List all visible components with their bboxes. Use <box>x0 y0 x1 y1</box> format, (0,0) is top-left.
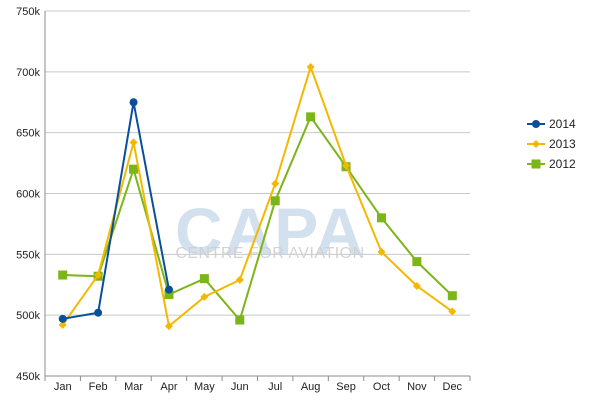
data-point <box>377 247 386 256</box>
data-point <box>164 289 174 299</box>
series-2013 <box>58 62 457 331</box>
watermark-tagline: CENTRE FOR AVIATION <box>175 245 364 262</box>
series-2014 <box>58 98 173 323</box>
x-tick-label: Dec <box>443 381 463 393</box>
y-tick-label: 700k <box>16 67 40 79</box>
data-point <box>235 275 244 284</box>
data-point <box>200 292 209 301</box>
legend-label: 2012 <box>549 157 576 171</box>
x-tick-label: Aug <box>301 381 321 393</box>
data-point <box>448 307 457 316</box>
gridlines <box>45 10 470 316</box>
legend-label: 2014 <box>549 117 576 131</box>
watermark-logo: CAPA <box>175 194 365 268</box>
x-tick-label: Oct <box>373 381 390 393</box>
data-point <box>447 291 457 301</box>
y-tick-label: 550k <box>16 249 40 261</box>
data-point <box>129 138 138 147</box>
x-tick-label: Apr <box>160 381 177 393</box>
data-point <box>58 320 67 329</box>
series <box>58 62 457 331</box>
legend-marker <box>531 159 541 169</box>
data-point <box>94 308 103 317</box>
data-point <box>94 271 103 280</box>
data-point <box>342 161 351 170</box>
x-tick-label: Jul <box>268 381 282 393</box>
data-point <box>270 196 280 206</box>
x-tick-label: Feb <box>89 381 108 393</box>
data-point <box>376 213 386 223</box>
legend-marker <box>532 120 540 128</box>
data-point <box>271 179 280 188</box>
x-tick-label: Nov <box>407 381 427 393</box>
x-tick-label: Jun <box>231 381 249 393</box>
axes: 450k 500k 550k 600k 650k 700k 750k Jan Feb Mar Apr… <box>16 6 471 393</box>
capa-watermark: CAPA CENTRE FOR AVIATION <box>175 194 365 268</box>
data-point <box>306 62 315 71</box>
y-tick-label: 500k <box>16 310 40 322</box>
legend-item-2014[interactable]: 2014 <box>527 117 576 131</box>
y-tick-label: 450k <box>16 371 40 383</box>
data-point <box>164 322 173 331</box>
x-tick-label: May <box>194 381 215 393</box>
x-tick-label: Jan <box>54 381 72 393</box>
series-line <box>62 115 453 322</box>
data-point <box>58 314 67 323</box>
data-point <box>235 315 245 325</box>
y-tick-label: 750k <box>16 6 40 18</box>
data-point <box>412 257 422 267</box>
data-point <box>412 281 421 290</box>
legend-item-2012[interactable]: 2012 <box>527 157 576 171</box>
legend-label: 2013 <box>549 137 576 151</box>
x-tick-label: Sep <box>336 381 356 393</box>
x-tick-label: Mar <box>124 381 143 393</box>
data-point <box>129 98 138 107</box>
legend[interactable]: 2014 2013 2012 <box>527 117 576 171</box>
y-tick-label: 600k <box>16 189 40 201</box>
y-tick-label: 650k <box>16 128 40 140</box>
data-point <box>164 285 173 294</box>
legend-item-2013[interactable]: 2013 <box>527 137 576 151</box>
series-line <box>62 101 170 320</box>
data-point <box>199 274 209 284</box>
data-point <box>129 164 139 174</box>
data-point <box>306 112 316 122</box>
legend-marker <box>532 140 540 148</box>
series-line <box>61 65 453 328</box>
data-point <box>58 270 68 280</box>
